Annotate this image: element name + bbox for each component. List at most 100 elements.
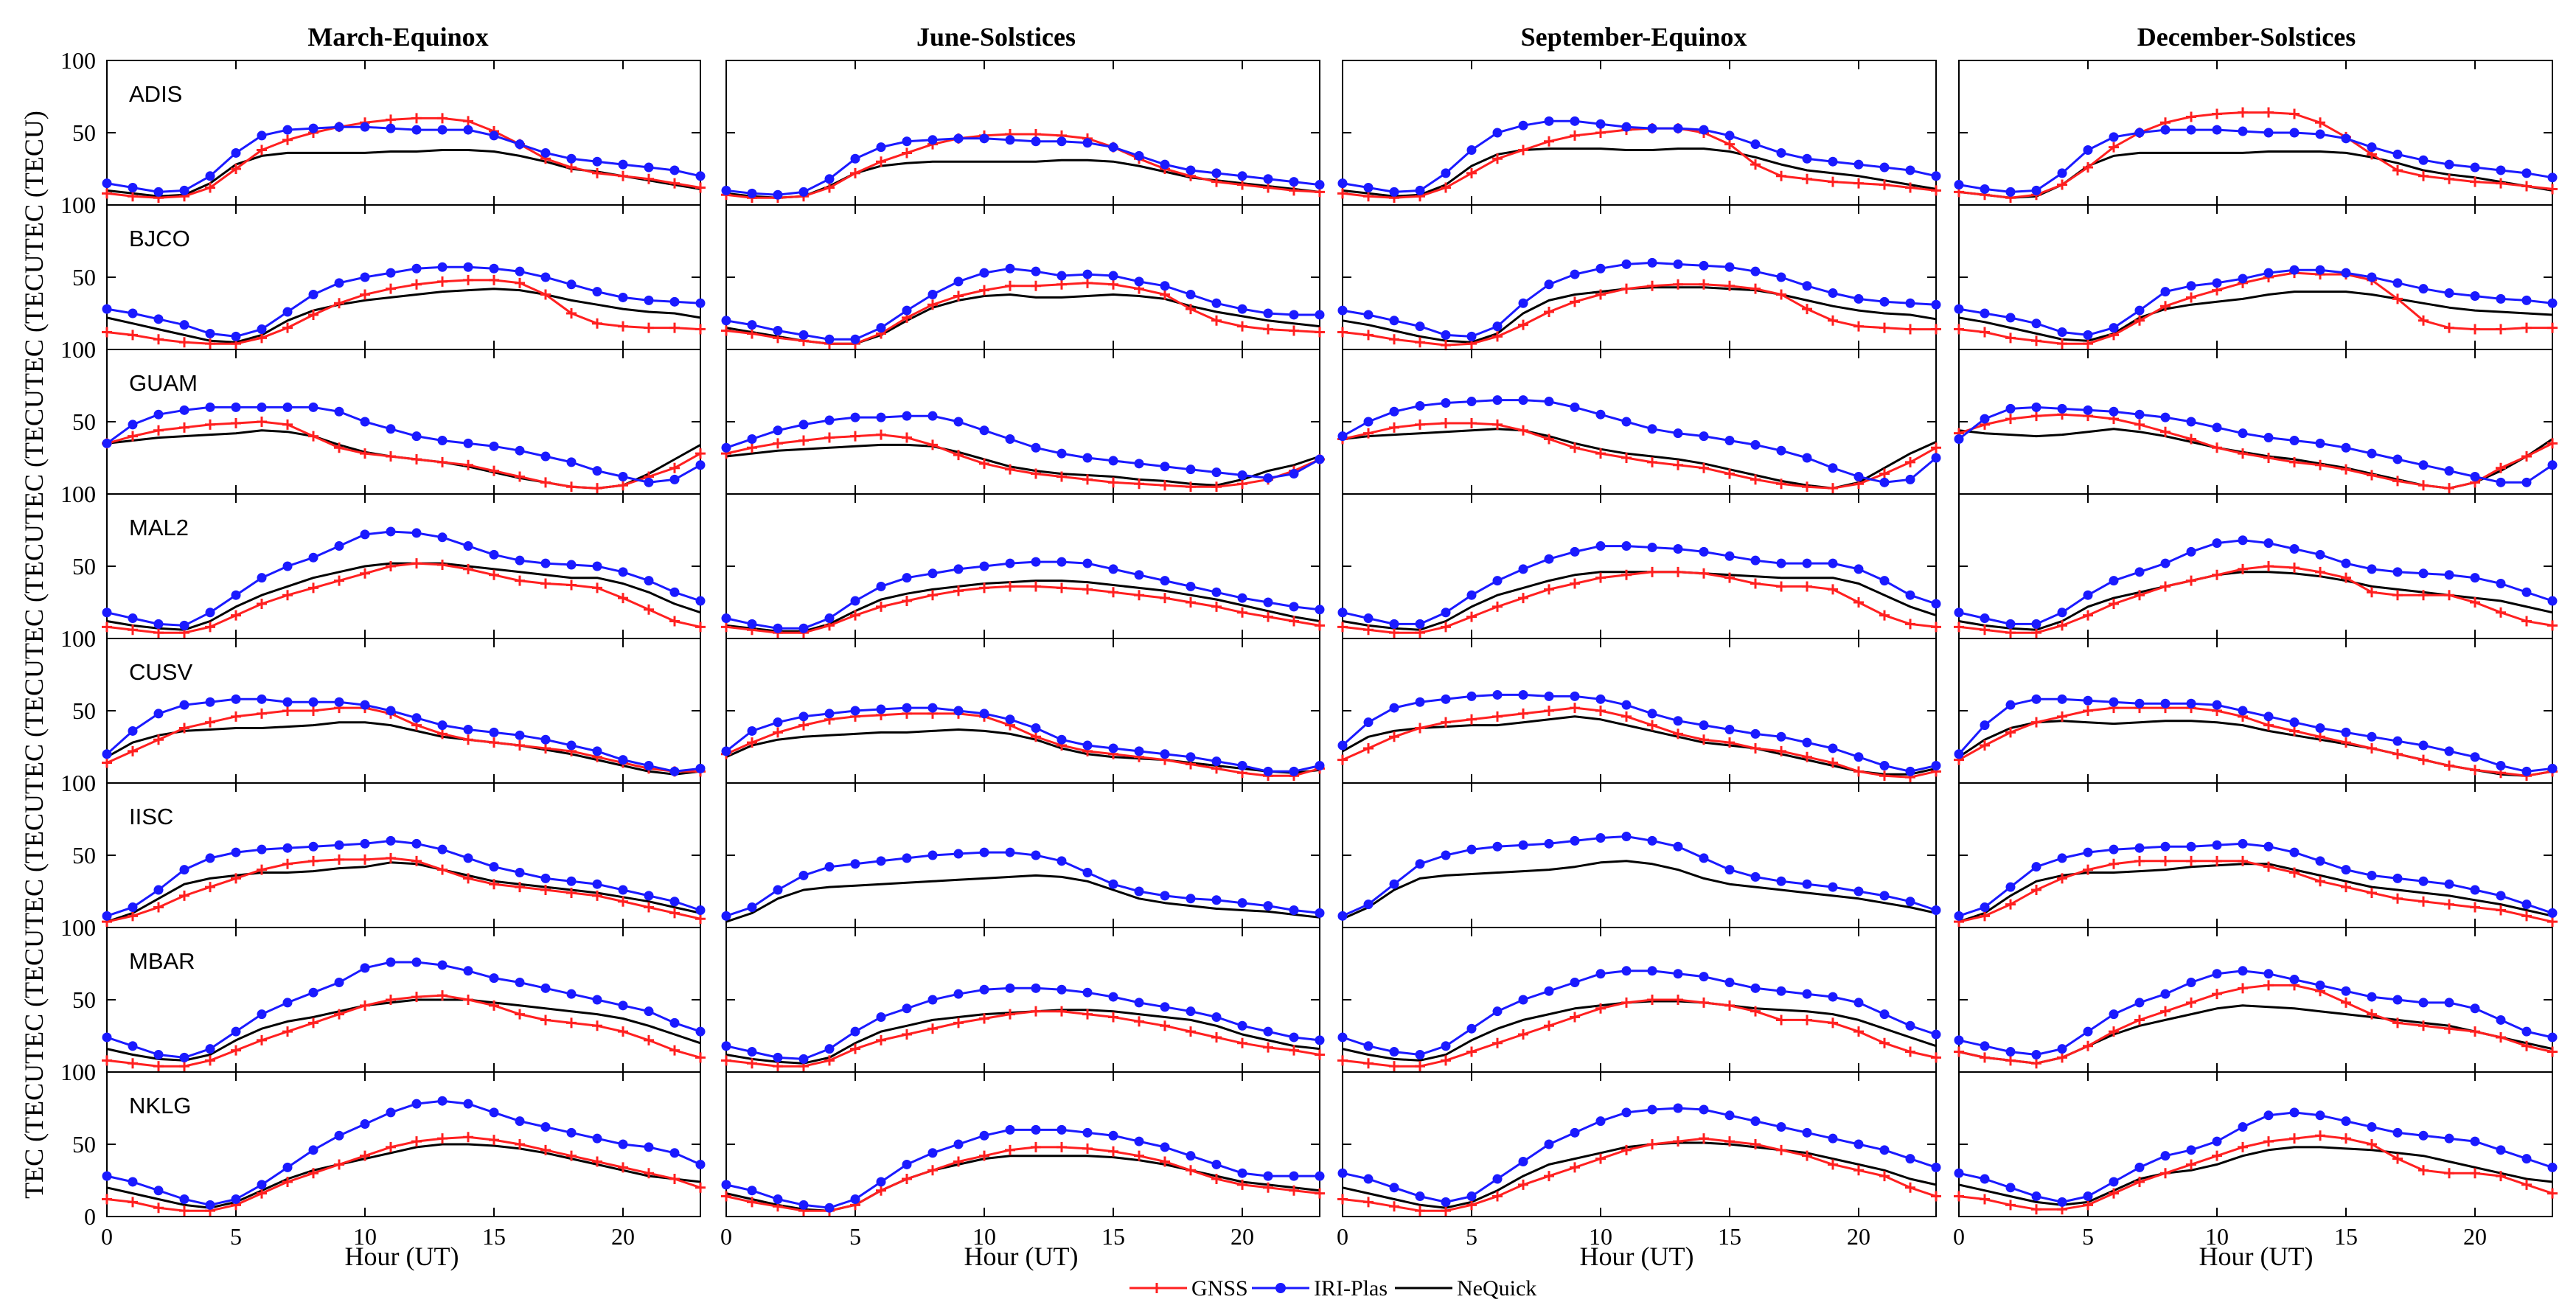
legend-iri-marker xyxy=(1275,1283,1286,1293)
data-point-iri-plas xyxy=(153,619,164,629)
data-point-iri-plas xyxy=(1931,905,1941,915)
data-point-iri-plas xyxy=(205,328,215,338)
data-point-iri-plas xyxy=(2057,1197,2067,1207)
data-point-iri-plas xyxy=(2367,992,2377,1002)
data-point-iri-plas xyxy=(1802,879,1812,889)
data-point-gnss xyxy=(1980,1194,1990,1205)
series-line-iri-plas xyxy=(1342,970,1937,1056)
data-point-iri-plas xyxy=(2263,538,2274,549)
data-point-iri-plas xyxy=(1082,138,1093,148)
data-point-gnss xyxy=(1237,1037,1247,1048)
data-point-iri-plas xyxy=(2083,590,2093,600)
data-point-iri-plas xyxy=(2367,448,2377,459)
data-point-iri-plas xyxy=(1647,966,1657,976)
data-point-iri-plas xyxy=(1389,406,1399,417)
data-point-gnss xyxy=(153,902,164,913)
data-point-gnss xyxy=(2367,1139,2377,1149)
data-point-gnss xyxy=(153,734,164,745)
data-point-iri-plas xyxy=(1595,969,1606,979)
series-line-gnss xyxy=(1958,413,2553,490)
data-point-gnss xyxy=(2134,590,2145,601)
data-point-iri-plas xyxy=(566,876,577,886)
data-point-gnss xyxy=(2315,459,2325,470)
data-point-gnss xyxy=(2238,107,2248,118)
data-point-iri-plas xyxy=(927,568,938,579)
panel-guam-march-equinox: GUAM xyxy=(102,349,706,495)
data-point-iri-plas xyxy=(2083,145,2093,156)
data-point-gnss xyxy=(102,188,112,199)
series-line-iri-plas xyxy=(106,961,701,1059)
data-point-gnss xyxy=(1518,145,1528,156)
data-point-gnss xyxy=(1673,459,1683,470)
data-point-iri-plas xyxy=(1363,1041,1374,1051)
data-point-gnss xyxy=(2031,411,2041,422)
data-point-gnss xyxy=(282,322,293,333)
data-point-gnss xyxy=(2160,1006,2171,1017)
data-point-gnss xyxy=(308,582,318,594)
x-tick-label: 5 xyxy=(1466,1223,1477,1250)
data-point-iri-plas xyxy=(1954,180,1964,190)
data-point-gnss xyxy=(592,890,602,901)
data-point-gnss xyxy=(2289,108,2300,119)
data-point-iri-plas xyxy=(644,760,654,770)
data-point-iri-plas xyxy=(1466,844,1477,855)
data-point-iri-plas xyxy=(2547,1162,2558,1172)
series-line-nequick xyxy=(1958,1146,2553,1206)
data-point-gnss xyxy=(876,1034,886,1045)
data-point-iri-plas xyxy=(437,125,448,135)
data-point-iri-plas xyxy=(1750,1116,1761,1127)
data-point-gnss xyxy=(592,582,602,594)
data-point-iri-plas xyxy=(566,457,577,467)
data-point-iri-plas xyxy=(1186,464,1196,475)
data-point-gnss xyxy=(1492,1037,1503,1048)
data-point-gnss xyxy=(1134,478,1144,490)
y-tick-label: 0 xyxy=(84,625,96,652)
data-point-gnss xyxy=(282,1026,293,1037)
data-point-iri-plas xyxy=(798,420,809,430)
data-point-iri-plas xyxy=(953,706,964,716)
y-tick-label: 0 xyxy=(84,336,96,363)
data-point-iri-plas xyxy=(902,1003,912,1014)
data-point-iri-plas xyxy=(1263,174,1273,184)
data-point-iri-plas xyxy=(644,1142,654,1152)
data-point-gnss xyxy=(360,1150,370,1161)
panel-cusv-march-equinox: CUSV xyxy=(102,638,706,784)
data-point-gnss xyxy=(1237,1179,1247,1190)
data-point-iri-plas xyxy=(1031,1124,1041,1135)
data-point-iri-plas xyxy=(798,187,809,197)
series-line-nequick xyxy=(1342,715,1937,776)
data-point-iri-plas xyxy=(1389,703,1399,713)
data-point-gnss xyxy=(1544,584,1554,595)
data-point-iri-plas xyxy=(1082,740,1093,751)
data-point-iri-plas xyxy=(1005,434,1015,445)
data-point-gnss xyxy=(1363,1058,1374,1069)
data-point-iri-plas xyxy=(1518,689,1528,700)
data-point-iri-plas xyxy=(1237,898,1247,908)
y-tick-label: 100 xyxy=(60,1059,96,1085)
data-point-iri-plas xyxy=(669,1017,680,1028)
panel-adis-september-equinox xyxy=(1337,60,1941,206)
data-point-gnss xyxy=(1415,337,1425,348)
data-point-gnss xyxy=(1415,723,1425,734)
series-line-iri-plas xyxy=(725,267,1320,341)
data-point-gnss xyxy=(1337,622,1348,633)
data-point-gnss xyxy=(257,864,267,875)
data-point-iri-plas xyxy=(437,532,448,543)
data-point-iri-plas xyxy=(2367,564,2377,574)
data-point-gnss xyxy=(2005,414,2016,425)
data-point-gnss xyxy=(1570,130,1580,141)
data-point-gnss xyxy=(1570,703,1580,714)
data-point-iri-plas xyxy=(618,1139,628,1149)
data-point-iri-plas xyxy=(2289,975,2300,985)
data-point-iri-plas xyxy=(334,541,344,551)
data-point-gnss xyxy=(1621,1144,1632,1155)
data-point-gnss xyxy=(2212,569,2222,580)
data-point-iri-plas xyxy=(386,706,396,716)
col-title-december-solstices: December-Solstices xyxy=(2137,22,2356,52)
data-point-gnss xyxy=(2212,442,2222,453)
data-point-iri-plas xyxy=(1160,281,1170,291)
data-point-iri-plas xyxy=(231,1026,241,1037)
data-point-gnss xyxy=(747,1058,757,1069)
data-point-iri-plas xyxy=(1673,1103,1683,1113)
data-point-iri-plas xyxy=(1263,597,1273,608)
